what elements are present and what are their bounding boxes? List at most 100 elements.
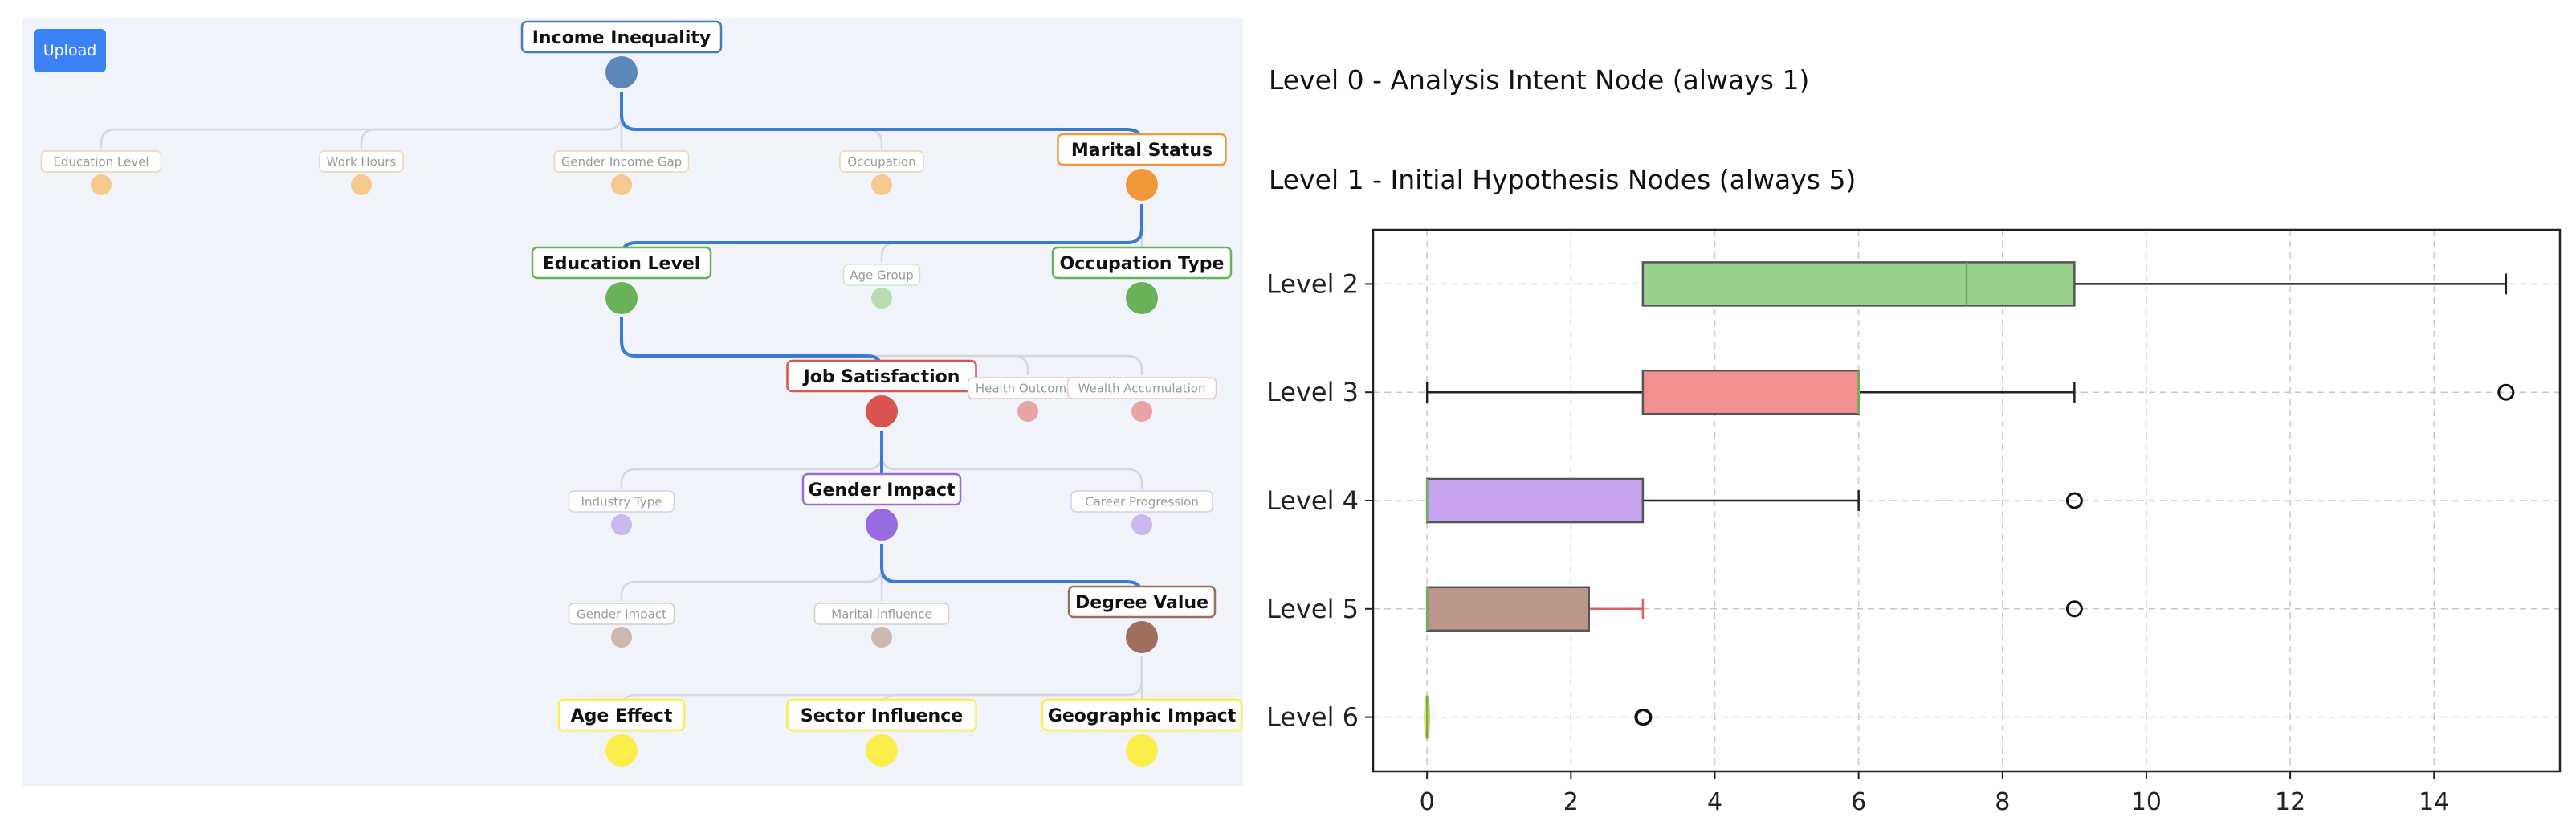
tree-node-label-box xyxy=(568,490,675,513)
hypothesis-tree: Income Inequality Education Level Work Hou… xyxy=(40,20,1243,767)
tree-node-label-box xyxy=(1070,490,1213,513)
tree-node-label-box xyxy=(786,359,977,393)
y-tick-label: Level 2 xyxy=(1266,268,1359,299)
tree-node-label-box xyxy=(1057,133,1227,166)
tree-node[interactable]: Marital Status xyxy=(1057,133,1227,201)
tree-node-label-box xyxy=(319,150,404,173)
upload-button[interactable]: Upload xyxy=(34,29,106,72)
plot-frame xyxy=(1372,228,2562,773)
tree-node-label: Wealth Accumulation xyxy=(1078,381,1206,395)
box-level-6 xyxy=(1424,694,1653,740)
tree-node-dot[interactable] xyxy=(611,627,632,648)
tree-node-label: Job Satisfaction xyxy=(802,367,960,387)
tree-node-label: Occupation xyxy=(847,154,915,169)
box-level-2 xyxy=(1641,261,2508,307)
tree-node[interactable]: Gender Impact xyxy=(568,603,675,648)
box-iqr xyxy=(1641,261,2076,307)
x-tick-label: 4 xyxy=(1707,788,1722,816)
tree-node-label-box xyxy=(553,150,690,173)
tree-node[interactable]: Wealth Accumulation xyxy=(1066,377,1217,422)
outlier-point xyxy=(1635,709,1653,726)
tree-node-dot[interactable] xyxy=(605,282,638,314)
tree-node-dot[interactable] xyxy=(1131,514,1152,535)
level-1-heading: Level 1 - Initial Hypothesis Nodes (alwa… xyxy=(1269,164,1857,195)
tree-node-dot[interactable] xyxy=(611,514,632,535)
tree-node-dot[interactable] xyxy=(1126,282,1158,314)
tree-node[interactable]: Sector Influence xyxy=(786,698,977,767)
tree-node-dot[interactable] xyxy=(605,56,638,88)
tree-node-label-box xyxy=(520,20,723,54)
tree-node-dot[interactable] xyxy=(605,734,638,767)
level-0-heading: Level 0 - Analysis Intent Node (always 1… xyxy=(1269,64,1810,96)
tree-node[interactable]: Education Level xyxy=(531,246,712,314)
tree-node-dot[interactable] xyxy=(1126,621,1158,653)
tree-node-label: Income Inequality xyxy=(532,28,711,48)
tree-node[interactable]: Education Level xyxy=(40,150,162,195)
tree-node-dot[interactable] xyxy=(1131,401,1152,422)
x-tick-label: 12 xyxy=(2275,788,2305,816)
tree-node-label: Marital Status xyxy=(1071,141,1213,161)
tree-node[interactable]: Age Effect xyxy=(557,698,686,767)
level-boxplot-chart: Level 2 Level 3 Level 4 Level 5 Level 6 0 2 4 6 8… xyxy=(1266,228,2562,816)
box-level-4 xyxy=(1425,477,2083,524)
tree-node-dot[interactable] xyxy=(871,627,892,648)
tree-edge xyxy=(620,92,883,149)
x-tick-label: 6 xyxy=(1851,788,1866,816)
tree-node-label-box xyxy=(842,264,921,286)
tree-node[interactable]: Work Hours xyxy=(319,150,404,195)
box-iqr xyxy=(1641,369,1860,415)
outlier-point xyxy=(2065,600,2083,618)
box-iqr xyxy=(1425,586,1590,632)
tree-node-label-box xyxy=(786,698,977,732)
tree-node-dot[interactable] xyxy=(91,174,112,195)
tree-node[interactable]: Age Group xyxy=(842,264,921,309)
x-tick-label: 0 xyxy=(1420,788,1435,816)
tree-node-label: Occupation Type xyxy=(1060,254,1225,274)
tree-node-label-box xyxy=(1066,377,1217,399)
tree-node[interactable]: Health Outcomes xyxy=(967,377,1089,422)
tree-node-label: Gender Income Gap xyxy=(561,154,682,169)
y-tick-label: Level 5 xyxy=(1266,594,1359,624)
tree-node-dot[interactable] xyxy=(1126,169,1158,201)
tree-node-label-box xyxy=(1041,698,1243,732)
tree-node-dot[interactable] xyxy=(1126,734,1158,767)
tree-node[interactable]: Job Satisfaction xyxy=(786,359,977,427)
tree-node-label: Education Level xyxy=(543,254,701,274)
tree-node[interactable]: Career Progression xyxy=(1070,490,1213,535)
tree-node[interactable]: Marital Influence xyxy=(813,603,950,648)
tree-node[interactable]: Degree Value xyxy=(1067,585,1217,653)
tree-node-label: Gender Impact xyxy=(577,607,666,621)
tree-node-label: Geographic Impact xyxy=(1048,706,1237,726)
tree-node-dot[interactable] xyxy=(1017,401,1038,422)
tree-node-label: Industry Type xyxy=(581,494,662,509)
outlier-point xyxy=(2065,492,2083,509)
tree-node-dot[interactable] xyxy=(866,734,898,767)
tree-node[interactable]: Industry Type xyxy=(568,490,675,535)
tree-node[interactable]: Geographic Impact xyxy=(1041,698,1243,767)
y-tick-label: Level 6 xyxy=(1266,702,1359,733)
tree-node-label-box xyxy=(557,698,686,732)
tree-node[interactable]: Occupation Type xyxy=(1051,246,1233,314)
tree-node-dot[interactable] xyxy=(871,288,892,309)
tree-node[interactable]: Income Inequality xyxy=(520,20,723,88)
tree-node[interactable]: Occupation xyxy=(839,150,924,195)
box-level-3 xyxy=(1425,369,2515,415)
tree-node[interactable]: Gender Income Gap xyxy=(553,150,690,195)
tree-node-dot[interactable] xyxy=(871,174,892,195)
tree-node-label: Marital Influence xyxy=(831,607,932,621)
tree-node[interactable]: Gender Impact xyxy=(801,472,962,541)
tree-node-label: Age Group xyxy=(850,268,913,282)
tree-node-dot[interactable] xyxy=(866,509,898,541)
tree-node-label-box xyxy=(40,150,162,173)
tree-node-label: Career Progression xyxy=(1085,494,1199,509)
x-tick-label: 8 xyxy=(1995,788,2010,816)
hypothesis-tree-panel: Income Inequality Education Level Work Hou… xyxy=(22,18,1243,786)
tree-node-dot[interactable] xyxy=(866,395,898,427)
tree-node-dot[interactable] xyxy=(351,174,372,195)
y-tick-label: Level 4 xyxy=(1266,485,1359,516)
box-iqr xyxy=(1425,477,1645,524)
tree-edge xyxy=(620,544,883,601)
tree-node-dot[interactable] xyxy=(611,174,632,195)
tree-node-label: Education Level xyxy=(53,154,149,169)
tree-node-label-box xyxy=(1051,246,1233,280)
